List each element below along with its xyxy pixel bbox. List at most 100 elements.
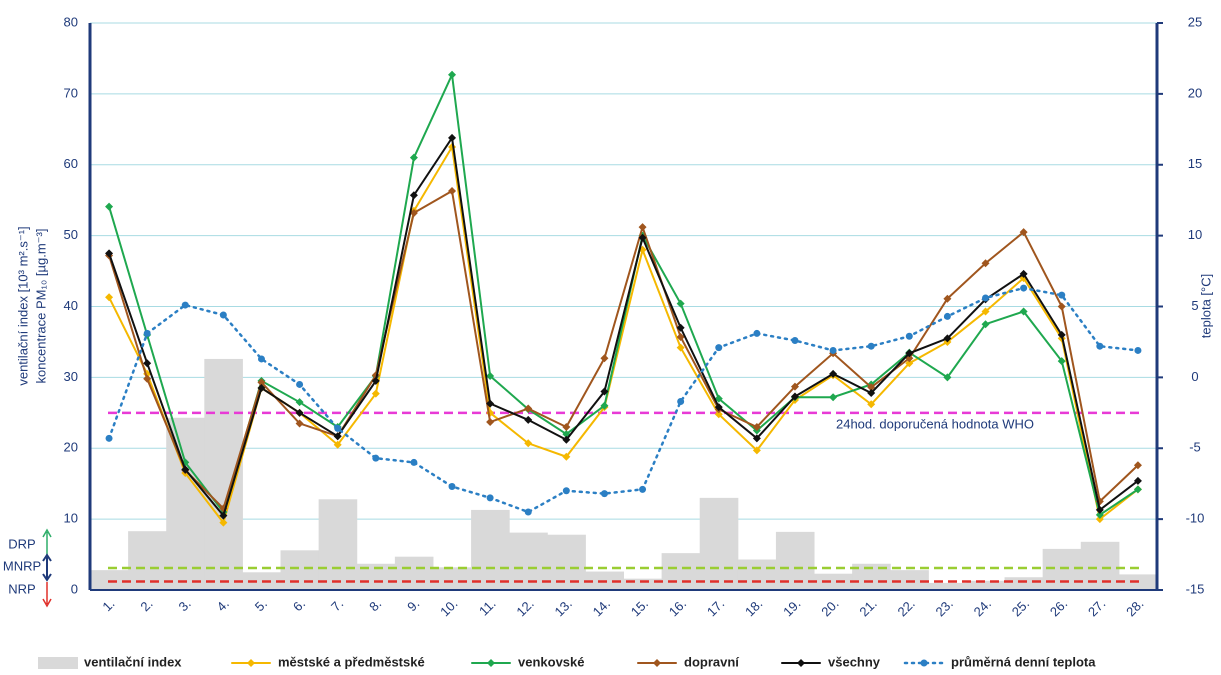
marker <box>1095 510 1104 519</box>
y2-tick-label: -5 <box>1189 440 1201 455</box>
bar <box>280 550 320 590</box>
bar <box>1042 548 1082 590</box>
x-tick-label: 23. <box>933 596 956 619</box>
x-tick-label: 4. <box>214 596 232 614</box>
x-tick-label: 3. <box>176 596 194 614</box>
marker <box>105 293 114 302</box>
y2-tick-label: -15 <box>1186 581 1205 596</box>
marker <box>638 223 647 232</box>
y2-tick-label: 25 <box>1188 14 1202 29</box>
line <box>108 135 1139 518</box>
x-tick-label: 14. <box>590 596 613 619</box>
marker <box>409 191 418 200</box>
x-tick-label: 25. <box>1009 596 1032 619</box>
bar <box>471 509 510 590</box>
legend-swatch <box>247 659 255 667</box>
marker <box>867 383 876 392</box>
marker <box>372 454 380 462</box>
marker <box>1133 476 1142 485</box>
marker <box>562 422 571 431</box>
line <box>108 144 1139 525</box>
marker <box>219 511 228 520</box>
marker <box>676 332 685 341</box>
marker <box>714 410 723 419</box>
x-tick-label: 8. <box>366 596 384 614</box>
marker <box>867 342 875 350</box>
marker <box>714 394 723 403</box>
marker <box>524 508 532 516</box>
marker <box>1095 505 1104 514</box>
bar <box>547 534 586 590</box>
marker <box>981 259 990 268</box>
marker <box>486 371 495 380</box>
marker <box>600 354 609 363</box>
marker <box>677 397 685 405</box>
y2-tick-label: 20 <box>1188 85 1202 100</box>
x-tick-label: 20. <box>818 596 841 619</box>
marker <box>257 384 266 393</box>
marker <box>562 435 571 444</box>
marker <box>638 233 647 242</box>
marker <box>1058 291 1066 299</box>
marker <box>1057 330 1066 339</box>
legend-label: průměrná denní teplota <box>951 654 1096 669</box>
marker <box>982 294 990 302</box>
marker <box>143 374 152 383</box>
y-tick-label: 70 <box>64 85 78 100</box>
marker <box>409 153 418 162</box>
bar <box>432 567 472 590</box>
y-axis-label: koncentrace PM₁₀ [µg.m⁻³] <box>33 229 48 384</box>
marker <box>753 329 761 337</box>
marker <box>257 355 265 363</box>
marker <box>333 432 342 441</box>
marker <box>981 307 990 316</box>
y-tick-label: 50 <box>64 227 78 242</box>
y-tick-label: 30 <box>64 369 78 384</box>
y2-axis-label: teplota [°C] <box>1198 274 1213 338</box>
marker <box>410 458 418 466</box>
marker <box>524 439 533 448</box>
x-tick-label: 6. <box>290 596 308 614</box>
marker <box>676 323 685 332</box>
marker <box>448 483 456 491</box>
bar <box>890 570 929 590</box>
x-tick-label: 15. <box>628 596 651 619</box>
x-tick-label: 24. <box>971 596 994 619</box>
marker <box>752 422 761 431</box>
x-tick-label: 16. <box>666 596 689 619</box>
marker <box>829 346 837 354</box>
y-tick-label: 0 <box>71 581 78 596</box>
marker <box>1057 357 1066 366</box>
side-label: MNRP <box>3 558 41 573</box>
marker <box>181 301 189 309</box>
marker <box>752 446 761 455</box>
marker <box>1019 228 1028 237</box>
legend-swatch <box>487 659 495 667</box>
marker <box>867 388 876 397</box>
marker <box>905 349 914 358</box>
x-tick-label: 7. <box>328 596 346 614</box>
bar <box>90 570 129 590</box>
y2-tick-label: 10 <box>1188 227 1202 242</box>
x-tick-label: 12. <box>513 596 536 619</box>
y-tick-label: 60 <box>64 156 78 171</box>
marker <box>409 208 418 217</box>
marker <box>715 344 723 352</box>
y2-tick-label: 5 <box>1191 298 1198 313</box>
x-tick-label: 22. <box>894 596 917 619</box>
marker <box>143 359 152 368</box>
x-tick-label: 5. <box>252 596 270 614</box>
legend-swatch <box>38 657 78 669</box>
bar <box>623 578 663 590</box>
marker <box>371 389 380 398</box>
x-tick-label: 18. <box>742 596 765 619</box>
y-axis-label: ventilační index [10³ m².s⁻¹] <box>15 226 30 385</box>
line <box>108 71 1139 517</box>
marker <box>448 133 457 142</box>
bar <box>242 572 282 590</box>
bar <box>928 582 967 590</box>
marker <box>1133 461 1142 470</box>
marker <box>1057 302 1066 311</box>
marker <box>105 202 114 211</box>
marker <box>714 403 723 412</box>
